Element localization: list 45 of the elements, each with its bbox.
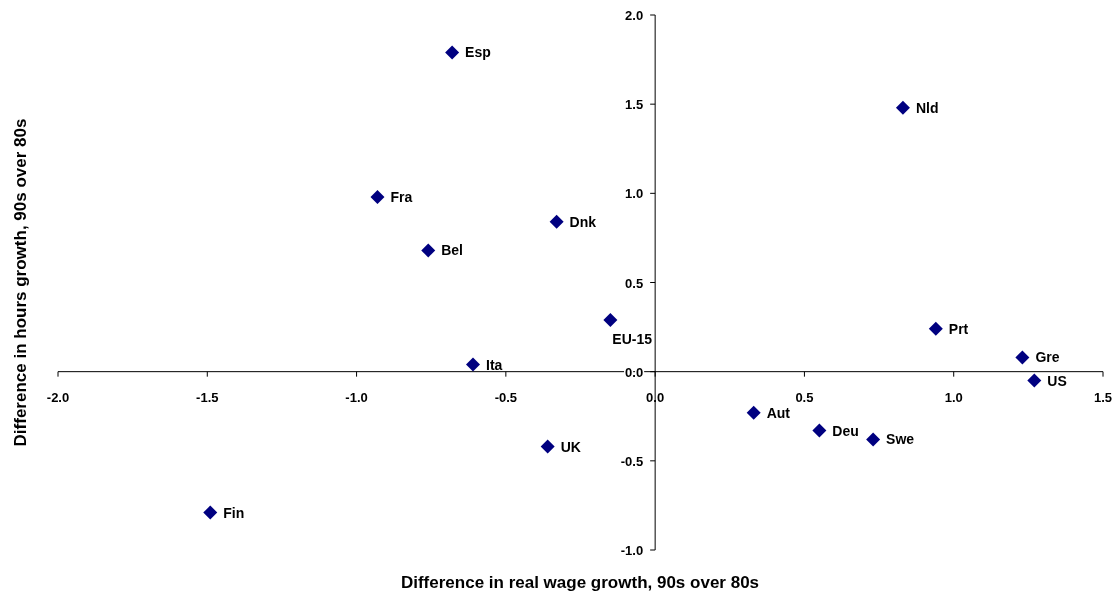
annotation: Gre bbox=[1035, 349, 1060, 366]
annotation: Aut bbox=[766, 404, 791, 421]
y-tick-label: 1.0 bbox=[625, 186, 644, 202]
annotation: UK bbox=[560, 438, 581, 455]
y-axis-title: Difference in hours growth, 90s over 80s bbox=[11, 118, 30, 447]
x-tick-label: -0.5 bbox=[494, 389, 518, 405]
y-tick-label: 2.0 bbox=[625, 8, 644, 23]
annotation: Bel bbox=[441, 242, 464, 259]
annotation: Esp bbox=[465, 44, 491, 61]
point bbox=[603, 312, 618, 327]
point bbox=[466, 357, 481, 372]
x-axis-title: Difference in real wage growth, 90s over 80s bbox=[400, 573, 760, 592]
x-tick-label: -2.0 bbox=[46, 389, 70, 405]
annotation: Deu bbox=[832, 422, 859, 439]
point bbox=[746, 405, 761, 420]
point bbox=[203, 505, 218, 520]
annotation: Fin bbox=[223, 504, 245, 521]
y-tick-label: 0.5 bbox=[625, 275, 644, 291]
annotation: Nld bbox=[915, 99, 939, 116]
point bbox=[421, 243, 436, 258]
annotation: US bbox=[1047, 372, 1067, 389]
point bbox=[812, 423, 827, 438]
point bbox=[895, 100, 910, 115]
annotation: EU-15 bbox=[612, 330, 653, 347]
x-tick-label: -1.5 bbox=[196, 389, 219, 405]
annotation: Dnk bbox=[569, 213, 597, 230]
x-tick-label: 1.5 bbox=[1093, 389, 1113, 405]
x-tick-label: 0.5 bbox=[795, 389, 814, 405]
y-tick-label: -1.0 bbox=[620, 543, 644, 558]
annotation: Prt bbox=[948, 320, 969, 337]
point bbox=[445, 45, 460, 60]
point bbox=[1015, 350, 1030, 365]
y-tick-label: -0.5 bbox=[620, 453, 644, 469]
point bbox=[540, 439, 555, 454]
point bbox=[928, 321, 943, 336]
annotation: Fra bbox=[390, 188, 413, 205]
x-tick-label: 1.0 bbox=[944, 389, 963, 405]
y-tick-label: 1.5 bbox=[625, 97, 644, 113]
point bbox=[866, 432, 881, 447]
point bbox=[1027, 373, 1042, 388]
x-tick-label: -1.0 bbox=[345, 389, 368, 405]
annotation: Ita bbox=[486, 356, 503, 373]
point bbox=[549, 214, 564, 229]
point bbox=[370, 189, 385, 204]
annotation: Swe bbox=[886, 431, 915, 448]
